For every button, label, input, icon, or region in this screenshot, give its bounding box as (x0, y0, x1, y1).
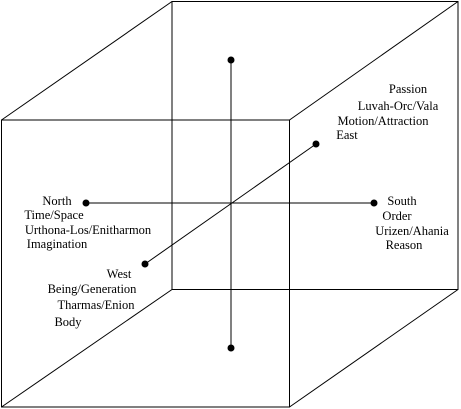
edge (1, 1, 173, 121)
label-line: Reason (386, 238, 424, 252)
label-line: South (387, 194, 417, 208)
axis-dot (82, 199, 90, 207)
axis-dot (370, 199, 378, 207)
label-line: Body (54, 315, 82, 329)
axis-dot (141, 260, 149, 268)
label-line: Luvah-Orc/Vala (358, 99, 439, 113)
depth-axis (144, 143, 317, 265)
back-face (171, 1, 459, 290)
edge (1, 289, 173, 408)
label-line: Urthona-Los/Enitharmon (25, 223, 152, 237)
label-line: Time/Space (24, 208, 84, 222)
axes (82, 56, 378, 352)
south-label: South Order Urizen/Ahania Reason (375, 194, 449, 252)
label-line: Being/Generation (48, 282, 138, 296)
edge (289, 1, 459, 121)
label-line: Motion/Attraction (338, 114, 430, 128)
label-line: East (336, 128, 358, 142)
label-line: Tharmas/Enion (57, 298, 135, 312)
west-label: West Being/Generation Tharmas/Enion Body (48, 267, 138, 329)
axis-dot (227, 56, 235, 64)
label-line: North (42, 194, 72, 208)
axis-dot (312, 140, 320, 148)
label-line: Order (382, 209, 412, 223)
front-face (1, 119, 290, 408)
east-label: Passion Luvah-Orc/Vala Motion/Attraction… (336, 82, 438, 142)
edge (289, 289, 459, 408)
label-line: Urizen/Ahania (375, 224, 449, 238)
label-line: Imagination (27, 237, 88, 251)
axis-dot (227, 344, 235, 352)
label-line: Passion (389, 82, 428, 96)
north-label: North Time/Space Urthona-Los/Enitharmon … (24, 194, 152, 251)
label-line: West (107, 267, 132, 281)
